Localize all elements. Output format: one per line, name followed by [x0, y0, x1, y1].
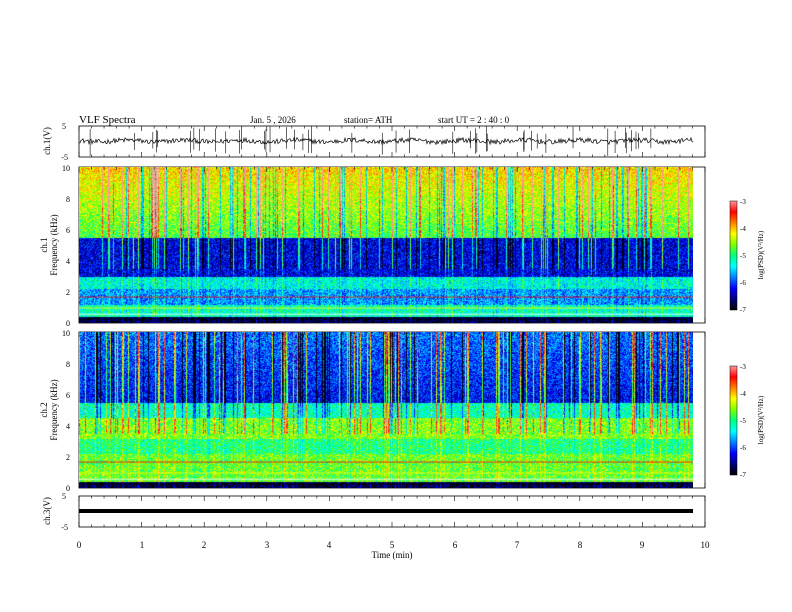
- ch2-channel-label: ch.2: [39, 402, 49, 417]
- ch1-waveform-xticks: [78, 126, 706, 157]
- ch3-waveform-panel: 5 -5 ch.3(V): [42, 492, 706, 532]
- ch1-ytick-minus5: -5: [61, 153, 68, 162]
- ch2-spectrogram-panel: 10 8 6 4 2 0 ch.2 Frequency (kHz) -3 -4 …: [39, 329, 765, 493]
- ch1-cbar-tick-4: -4: [740, 225, 746, 233]
- ch1-cbar-tick-5: -5: [740, 252, 746, 260]
- ch1-colorbar-gradient: [730, 201, 737, 310]
- ch2-colorbar-label: log(PSD)(V²/Hz): [757, 395, 765, 444]
- xtick-5: 5: [390, 540, 395, 550]
- ch2-cbar-tick-5: -5: [740, 417, 746, 425]
- time-axis: 0 1 2 3 4 5 6 7 8 9 10 Time (min): [77, 540, 710, 560]
- ch1-cbar-tick-6: -6: [740, 279, 746, 287]
- xtick-0: 0: [77, 540, 82, 550]
- ch1-colorbar-label: log(PSD)(V²/Hz): [757, 230, 765, 279]
- xtick-7: 7: [515, 540, 520, 550]
- ch2-cbar-tick-6: -6: [740, 444, 746, 452]
- ch3-ytick-minus5: -5: [61, 523, 68, 532]
- ch2-spectrogram-ticks: [78, 332, 706, 488]
- ch1-cbar-tick-7: -7: [740, 306, 746, 314]
- ch1-ytick-4: 4: [66, 257, 70, 266]
- ch3-ytick-5: 5: [62, 492, 66, 501]
- station-label: station= ATH: [344, 115, 393, 125]
- xtick-3: 3: [265, 540, 270, 550]
- ch2-cbar-tick-4: -4: [740, 390, 746, 398]
- ch1-spectrogram-panel: 10 8 6 4 2 0 ch.1 Frequency (kHz) -3 -4 …: [39, 164, 765, 328]
- ch2-colorbar-gradient: [730, 366, 737, 475]
- xtick-8: 8: [578, 540, 583, 550]
- ch1-channel-label: ch.1: [39, 237, 49, 252]
- ch2-colorbar: -3 -4 -5 -6 -7 log(PSD)(V²/Hz): [729, 363, 765, 479]
- ch2-ytick-10: 10: [62, 329, 70, 338]
- ch1-ytick-5: 5: [62, 122, 66, 131]
- ch1-waveform-panel: 5 -5 ch.1(V): [42, 122, 706, 162]
- ch2-ytick-0: 0: [66, 484, 70, 493]
- ch1-frequency-ylabel: Frequency (kHz): [49, 214, 59, 275]
- ch1-waveform-ylabel: ch.1(V): [42, 127, 52, 155]
- ch1-waveform-line: [78, 136, 694, 146]
- ch1-ytick-6: 6: [66, 226, 70, 235]
- ch2-cbar-tick-7: -7: [740, 471, 746, 479]
- ch2-spectrogram-image: [79, 332, 693, 488]
- ch3-waveform-xticks: [78, 496, 706, 527]
- ch1-colorbar: -3 -4 -5 -6 -7 log(PSD)(V²/Hz): [729, 198, 765, 314]
- ch1-waveform-spikes: [89, 126, 652, 156]
- ch2-ytick-2: 2: [66, 453, 70, 462]
- ch1-spectrogram-image: [79, 167, 693, 323]
- xtick-6: 6: [453, 540, 458, 550]
- xtick-1: 1: [140, 540, 145, 550]
- ch2-ytick-4: 4: [66, 422, 70, 431]
- ch1-ytick-2: 2: [66, 288, 70, 297]
- start-time-label: start UT = 2 : 40 : 0: [438, 115, 510, 125]
- date-label: Jan. 5 , 2026: [250, 115, 296, 125]
- xtick-10: 10: [701, 540, 711, 550]
- ch3-waveform-ylabel: ch.3(V): [42, 497, 52, 525]
- xtick-2: 2: [202, 540, 207, 550]
- ch2-frequency-ylabel: Frequency (kHz): [49, 379, 59, 440]
- ch1-colorbar-frame: [729, 200, 738, 311]
- xtick-9: 9: [640, 540, 645, 550]
- ch1-ytick-0: 0: [66, 319, 70, 328]
- ch2-cbar-tick-3: -3: [740, 363, 746, 371]
- ch2-colorbar-frame: [729, 365, 738, 476]
- ch1-spectrogram-ticks: [78, 167, 706, 323]
- ch1-ytick-10: 10: [62, 164, 70, 173]
- ch2-ytick-8: 8: [66, 360, 70, 369]
- chart-title: VLF Spectra: [79, 114, 136, 126]
- xtick-4: 4: [327, 540, 332, 550]
- time-axis-label: Time (min): [372, 550, 413, 560]
- ch2-ytick-6: 6: [66, 391, 70, 400]
- ch1-cbar-tick-3: -3: [740, 198, 746, 206]
- ch1-ytick-8: 8: [66, 195, 70, 204]
